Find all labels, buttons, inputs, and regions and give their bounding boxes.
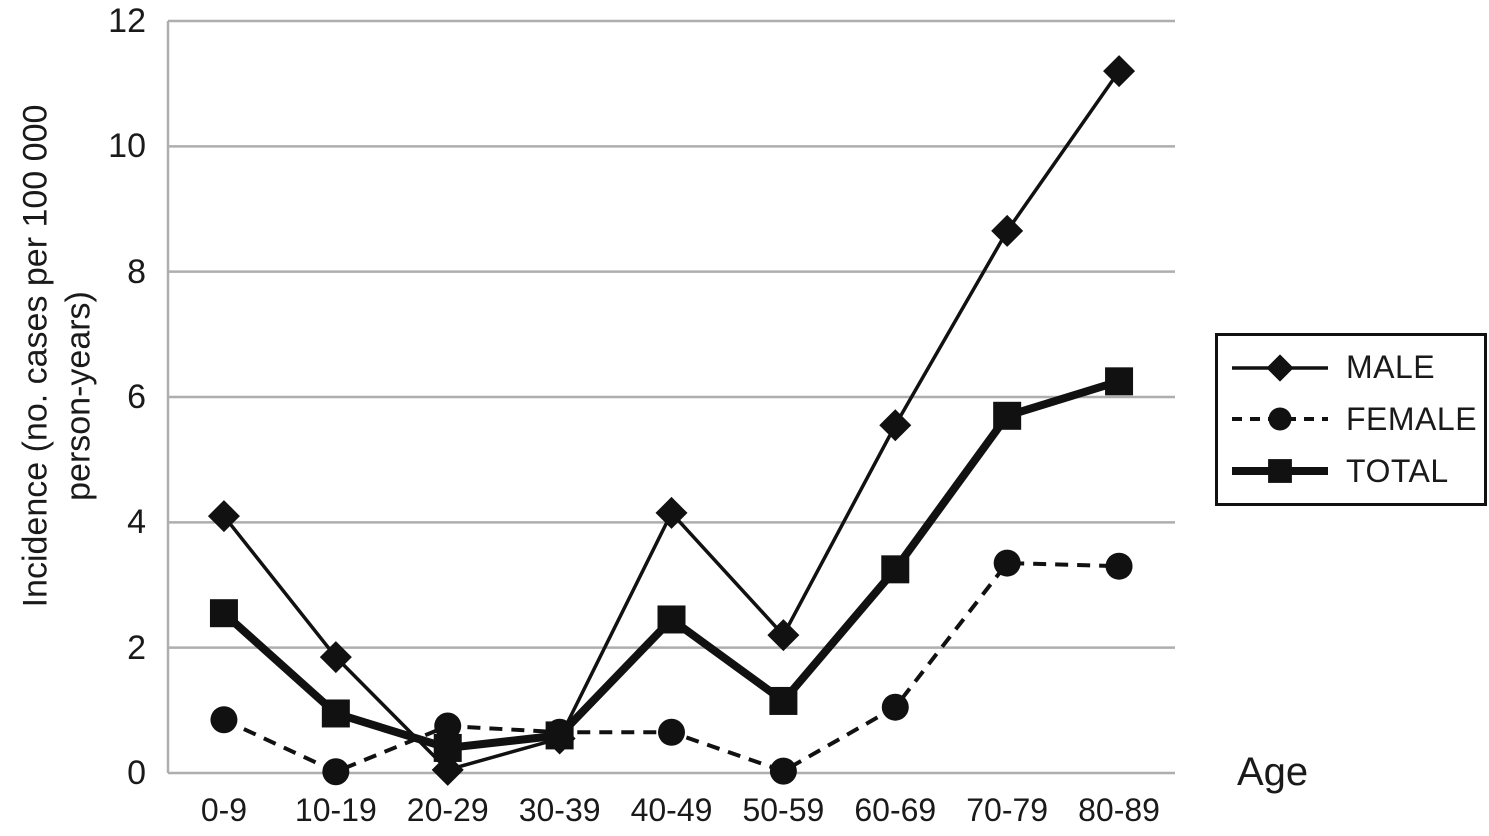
y-tick-label-6: 6 xyxy=(127,378,146,416)
y-tick-label-4: 4 xyxy=(127,503,146,542)
x-axis-title: Age xyxy=(1237,750,1309,794)
x-tick-label-30-39: 30-39 xyxy=(518,792,601,828)
x-tick-label-50-59: 50-59 xyxy=(742,792,825,828)
y-tick-label-8: 8 xyxy=(127,252,146,291)
circle-marker xyxy=(1268,408,1292,431)
legend-box: MALE FEMALE TOTAL xyxy=(1215,333,1487,506)
square-marker xyxy=(1268,459,1292,484)
x-tick-label-70-79: 70-79 xyxy=(966,792,1049,828)
legend-item-total: TOTAL xyxy=(1228,451,1484,491)
diamond-marker xyxy=(207,500,240,533)
x-tick-label-20-29: 20-29 xyxy=(406,792,489,828)
diamond-marker xyxy=(879,409,912,442)
diamond-marker xyxy=(1103,55,1136,88)
series-line-total xyxy=(221,377,1121,753)
circle-marker xyxy=(769,757,797,785)
x-tick-label-0-9: 0-9 xyxy=(200,792,248,828)
legend-sample-female xyxy=(1232,408,1328,431)
series-line-male xyxy=(222,70,1121,772)
legend-sample-total xyxy=(1232,459,1328,484)
legend-item-female: FEMALE xyxy=(1228,399,1484,439)
square-marker xyxy=(769,686,798,715)
y-tick-label-0: 0 xyxy=(127,754,146,792)
legend-sample-male xyxy=(1232,354,1328,382)
diamond-marker xyxy=(991,214,1024,247)
circle-marker xyxy=(993,549,1021,577)
circle-marker xyxy=(881,693,909,721)
x-tick-label-60-69: 60-69 xyxy=(854,792,937,828)
legend-label-female: FEMALE xyxy=(1346,400,1478,437)
x-tick-label-10-19: 10-19 xyxy=(294,792,377,828)
y-tick-label-12: 12 xyxy=(108,2,146,40)
diamond-marker xyxy=(1266,354,1294,382)
circle-marker xyxy=(322,758,350,786)
y-tick-label-10: 10 xyxy=(108,127,146,166)
square-marker xyxy=(881,555,910,584)
diamond-marker xyxy=(655,496,688,529)
square-marker xyxy=(1105,367,1134,396)
y-tick-label-2: 2 xyxy=(127,628,146,667)
x-tick-label-40-49: 40-49 xyxy=(630,792,713,828)
diamond-marker xyxy=(319,641,352,674)
square-marker xyxy=(209,599,238,628)
circle-marker xyxy=(210,706,238,734)
square-marker xyxy=(657,605,686,634)
square-marker xyxy=(321,699,350,728)
legend-item-male: MALE xyxy=(1228,348,1484,388)
legend-label-total: TOTAL xyxy=(1346,452,1449,489)
circle-marker xyxy=(434,712,462,740)
square-marker xyxy=(993,401,1022,430)
diamond-marker xyxy=(767,619,800,652)
circle-marker xyxy=(1105,552,1133,580)
circle-marker xyxy=(658,718,685,746)
square-marker xyxy=(433,733,462,762)
legend-label-male: MALE xyxy=(1346,349,1436,386)
square-marker xyxy=(545,721,574,750)
x-tick-label-80-89: 80-89 xyxy=(1078,792,1160,828)
